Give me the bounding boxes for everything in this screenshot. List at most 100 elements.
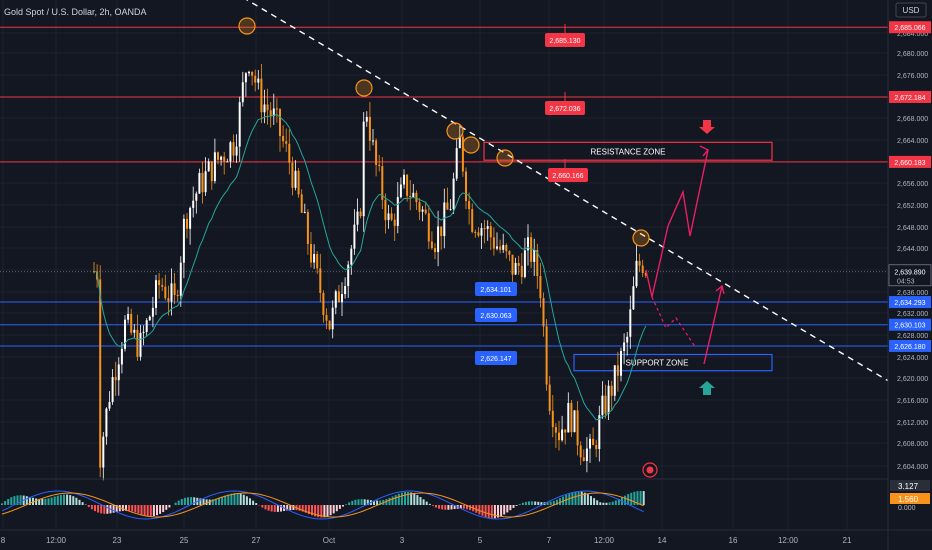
- candle-body: [316, 254, 319, 269]
- oscillator-bar: [13, 496, 16, 505]
- oscillator-bar: [286, 505, 289, 511]
- oscillator-bar: [87, 505, 90, 508]
- candle-body: [365, 116, 368, 122]
- touch-circle: [446, 122, 464, 140]
- oscillator-bar: [233, 493, 236, 505]
- candle-body: [623, 342, 626, 351]
- candle-body: [229, 142, 232, 162]
- oscillator-bar: [549, 501, 552, 505]
- candle-body: [306, 212, 309, 245]
- support-price-badge: [889, 318, 931, 331]
- oscillator-bar: [165, 505, 168, 510]
- resistance-tag-label: 2,660.166: [552, 173, 583, 180]
- candle-body: [248, 71, 250, 74]
- candle-body: [539, 275, 542, 299]
- currency-button[interactable]: [895, 2, 927, 18]
- candle-body: [124, 319, 126, 349]
- candle-body: [396, 197, 399, 226]
- oscillator-bar: [435, 505, 437, 508]
- oscillator-bar: [639, 490, 642, 505]
- candle-body: [489, 226, 492, 238]
- candle-body: [393, 219, 396, 226]
- resistance-zone: [483, 141, 773, 161]
- candle-body: [189, 207, 192, 229]
- candle-body: [378, 164, 381, 167]
- oscillator-bar: [149, 505, 152, 517]
- candle-body: [607, 385, 610, 414]
- oscillator-bar: [205, 499, 208, 505]
- candle-body: [341, 294, 343, 303]
- oscillator-bar: [462, 505, 465, 509]
- price-tick-label: 2,604.000: [897, 464, 928, 471]
- resistance-price-badge: [889, 21, 931, 34]
- oscillator-bar: [348, 502, 351, 505]
- oscillator-bar: [100, 505, 103, 514]
- oscillator-bar: [602, 502, 605, 505]
- oscillator-bar: [255, 503, 258, 505]
- candle-body: [291, 162, 294, 188]
- oscillator-bar: [44, 498, 47, 505]
- oscillator-bar: [304, 505, 307, 513]
- oscillator-bar: [289, 505, 292, 511]
- oscillator-bar: [326, 505, 329, 517]
- support-tag-label: 2,630.063: [480, 313, 511, 320]
- price-tick-label: 2,676.000: [897, 73, 928, 80]
- moving-average-line: [93, 113, 647, 421]
- oscillator-bar: [385, 499, 388, 505]
- oscillator-bar: [121, 505, 124, 511]
- oscillator-bar: [50, 497, 53, 505]
- zone-label: RESISTANCE ZONE: [591, 147, 666, 156]
- time-tick-label: 8: [1, 536, 6, 545]
- candle-body: [502, 245, 505, 250]
- candle-body: [514, 262, 517, 275]
- candle-body: [350, 248, 353, 265]
- candle-body: [412, 192, 415, 198]
- oscillator-bar: [7, 498, 10, 505]
- candle-body: [105, 408, 108, 437]
- oscillator-bar: [559, 498, 561, 505]
- oscillator-bar: [345, 504, 348, 505]
- support-price-label: 2,634.293: [894, 300, 925, 307]
- price-tick-label: 2,616.000: [897, 398, 928, 405]
- oscillator-bar: [242, 494, 245, 505]
- candle-body: [567, 402, 570, 433]
- candle-body: [520, 265, 523, 278]
- oscillator-bar: [410, 492, 413, 505]
- oscillator-bar: [422, 499, 425, 505]
- candle-body: [108, 402, 111, 409]
- oscillator-bar: [156, 505, 158, 516]
- time-axis[interactable]: 8 12:00 23 25 27 Oct 3 5 7 12:00 14 16 12:00 21: [1, 536, 852, 545]
- price-scale-labels: 2,685.066 2,672.184 2,660.183 2,634.293 2,63…: [888, 21, 932, 352]
- zones: RESISTANCE ZONE SUPPORT ZONE: [483, 141, 773, 372]
- candle-body: [480, 228, 483, 236]
- candle-body: [508, 251, 511, 255]
- oscillator-bar: [614, 500, 617, 505]
- oscillator-bar: [137, 505, 140, 514]
- oscillator-bar: [518, 504, 521, 505]
- candle-body: [133, 329, 136, 333]
- candle-body: [579, 445, 582, 458]
- candle-body: [381, 166, 384, 200]
- support-tag: [475, 351, 517, 365]
- time-tick-label: 14: [658, 536, 667, 545]
- oscillator-bar: [509, 505, 512, 511]
- candle-body: [387, 213, 390, 221]
- resistance-tag: [545, 33, 585, 47]
- candle-body: [192, 200, 195, 208]
- oscillator-bar: [16, 495, 19, 505]
- candle-body: [151, 307, 154, 317]
- oscillator-bar: [493, 505, 496, 519]
- oscillator-bar: [400, 492, 403, 505]
- oscillator-bar: [249, 498, 251, 505]
- support-price-label: 2,630.103: [894, 323, 925, 330]
- candle-body: [266, 104, 269, 111]
- oscillator-bar: [103, 505, 106, 514]
- candle-body: [486, 226, 489, 229]
- candle-body: [564, 429, 567, 433]
- oscillator-bar: [125, 505, 127, 511]
- oscillator-value-1: 3.127: [898, 482, 919, 491]
- oscillator-bar: [270, 505, 273, 512]
- oscillator-bar: [59, 494, 62, 505]
- oscillator-bar: [236, 493, 239, 505]
- oscillator-bar: [63, 494, 65, 505]
